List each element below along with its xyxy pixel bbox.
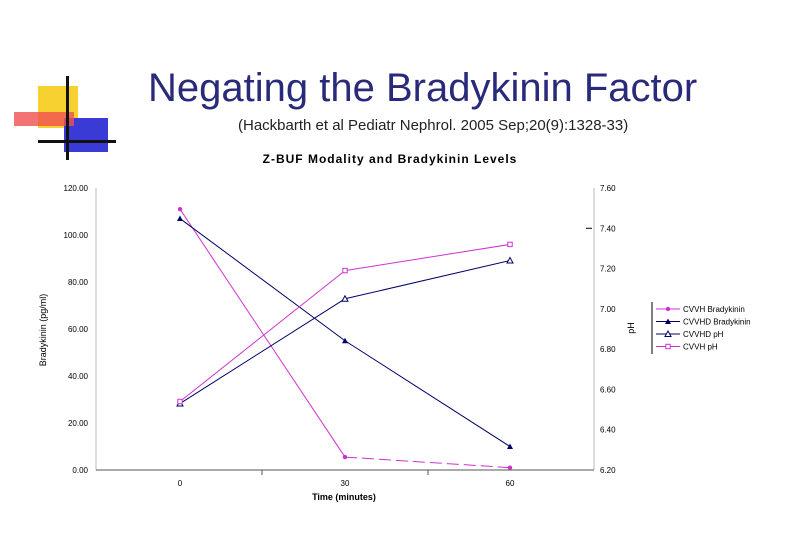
y2-tick-label: 6.60 xyxy=(600,385,616,394)
series-line-segment xyxy=(344,456,511,469)
y-tick-label: 120.00 xyxy=(64,184,89,193)
y-tick-label: 0.00 xyxy=(72,466,88,475)
data-point xyxy=(177,398,183,405)
legend-label: CVVH pH xyxy=(683,343,718,352)
series-line-segment xyxy=(179,218,346,342)
y-axis-title: Bradykinin (pg/ml) xyxy=(38,294,48,367)
x-axis-title: Time (minutes) xyxy=(312,492,376,502)
series-layer xyxy=(176,206,514,470)
data-point xyxy=(177,206,183,212)
data-point xyxy=(342,267,348,274)
y2-axis-title: pH xyxy=(626,322,636,334)
citation-subtitle: (Hackbarth et al Pediatr Nephrol. 2005 S… xyxy=(238,117,629,134)
data-point xyxy=(342,454,348,460)
y2-tick-label: 6.20 xyxy=(600,466,616,475)
y-tick-label: 60.00 xyxy=(68,325,89,334)
chart-legend: CVVH Bradykinin CVVHD Bradykinin CVVHD pH C… xyxy=(651,302,751,354)
legend-label: CVVHD Bradykinin xyxy=(683,318,751,327)
page-title: Negating the Bradykinin Factor xyxy=(148,66,698,110)
decor-red-bar xyxy=(14,112,74,126)
legend-label: CVVH Bradykinin xyxy=(683,305,745,314)
x-tick-label: 30 xyxy=(341,479,350,488)
x-axis-ticks: 0 30 60 xyxy=(178,470,515,488)
y-tick-label: 40.00 xyxy=(68,372,89,381)
data-point xyxy=(664,329,672,337)
legend-label: CVVHD pH xyxy=(683,330,724,339)
data-point xyxy=(665,318,671,324)
y2-tick-label: 7.00 xyxy=(600,305,616,314)
data-point xyxy=(665,306,671,312)
chart-title: Z-BUF Modality and Bradykinin Levels xyxy=(263,152,518,166)
series-line-segment xyxy=(344,260,511,300)
series-line-segment xyxy=(344,340,511,447)
x-tick-label: 60 xyxy=(506,479,515,488)
series-line-segment xyxy=(344,243,511,272)
y2-tick-label: 7.60 xyxy=(600,184,616,193)
series-cvvh-bradykinin xyxy=(177,206,513,470)
data-point xyxy=(341,294,349,302)
data-point xyxy=(507,241,513,248)
decor-horizontal-line xyxy=(38,140,116,143)
y-tick-label: 100.00 xyxy=(64,231,89,240)
series-line-segment xyxy=(179,270,346,402)
y2-tick-label: 6.80 xyxy=(600,345,616,354)
x-tick-label: 0 xyxy=(178,479,183,488)
data-point xyxy=(507,443,513,449)
decor-vertical-line xyxy=(66,76,69,160)
y-tick-label: 20.00 xyxy=(68,419,89,428)
y2-tick-label: 7.40 xyxy=(600,224,616,233)
series-line-segment xyxy=(179,298,346,404)
data-point xyxy=(342,337,348,344)
y-tick-label: 80.00 xyxy=(68,278,89,287)
y2-tick-label: 7.20 xyxy=(600,265,616,274)
data-point xyxy=(506,256,514,264)
data-point xyxy=(507,465,513,470)
y2-tick-label: 6.40 xyxy=(600,426,616,435)
series-cvvh-ph xyxy=(177,241,513,405)
data-point xyxy=(665,343,671,350)
y2-axis-ticks: 6.20 6.40 6.60 6.80 7.00 7.20 7.40 7.60 xyxy=(600,184,616,475)
series-line-segment xyxy=(179,208,346,458)
series-cvvhd-bradykinin xyxy=(177,215,513,449)
y-axis-ticks: 0.00 20.00 40.00 60.00 80.00 100.00 120.00 xyxy=(64,184,89,475)
data-point xyxy=(177,215,183,222)
